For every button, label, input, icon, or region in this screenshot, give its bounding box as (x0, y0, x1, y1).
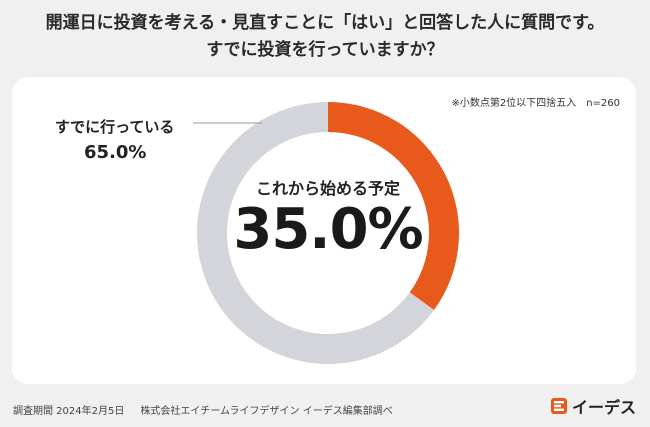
slice-label-planning: これから始める予定 (255, 179, 400, 198)
footer: 調査期間 2024年2月5日 株式会社エイチームライフデザイン イーデス編集部調べ (13, 402, 393, 417)
survey-credit: 株式会社エイチームライフデザイン イーデス編集部調べ (140, 406, 393, 417)
survey-period: 調査期間 2024年2月5日 (13, 406, 125, 417)
sample-size: n=260 (586, 98, 620, 109)
slice-value-planning: 35.0% (233, 197, 423, 262)
brand-name: イーデス (571, 398, 636, 417)
chart-title: 開運日に投資を考える・見直すことに「はい」と回答した人に質問です。 すでに投資を… (0, 10, 650, 64)
title-line-2: すでに投資を行っていますか？ (206, 40, 444, 60)
brand-logo: イーデス (550, 394, 636, 418)
ideas-logo-icon (550, 398, 567, 414)
rounding-note: ※小数点第2位以下四捨五入 (451, 98, 577, 109)
donut-slice-planning (328, 102, 459, 310)
title-line-1: 開運日に投資を考える・見直すことに「はい」と回答した人に質問です。 (45, 13, 605, 33)
chart-note: ※小数点第2位以下四捨五入 n=260 (451, 94, 620, 109)
slice-value-already: 65.0% (84, 142, 147, 163)
slice-label-already: すでに行っている (55, 118, 175, 136)
